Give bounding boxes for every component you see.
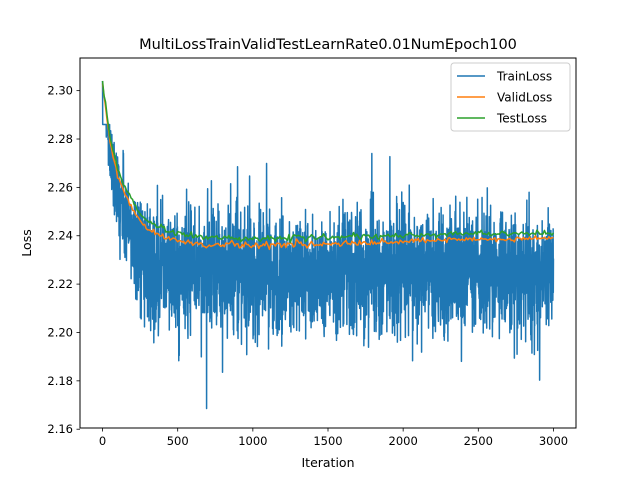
chart-title: MultiLossTrainValidTestLearnRate0.01NumE… (139, 37, 517, 53)
legend-label-testloss: TestLoss (496, 112, 547, 126)
y-tick-label: 2.18 (47, 374, 73, 388)
y-tick-label: 2.28 (47, 132, 73, 146)
x-tick-label: 0 (99, 434, 106, 448)
y-tick-label: 2.22 (47, 277, 73, 291)
y-tick-label: 2.30 (47, 84, 73, 98)
x-axis-label: Iteration (301, 455, 354, 470)
x-axis: 0 500 1000 1500 2000 2500 3000 (99, 428, 568, 448)
y-axis: 2.16 2.18 2.20 2.22 2.24 2.26 2.28 2.30 (47, 84, 80, 436)
y-tick-label: 2.24 (47, 229, 73, 243)
y-tick-label: 2.16 (47, 422, 73, 436)
series-validloss-line (101, 83, 554, 251)
x-tick-label: 3000 (539, 434, 568, 448)
x-tick-label: 2500 (464, 434, 493, 448)
x-tick-label: 1000 (238, 434, 267, 448)
x-tick-label: 500 (167, 434, 189, 448)
series-testloss-line (101, 80, 555, 244)
series-layer (101, 80, 555, 410)
y-tick-label: 2.20 (47, 325, 73, 339)
legend-label-trainloss: TrainLoss (496, 70, 552, 84)
legend-box (450, 62, 571, 132)
y-axis-label: Loss (19, 229, 34, 256)
y-tick-label: 2.26 (47, 180, 73, 194)
x-tick-label: 2000 (389, 434, 418, 448)
legend: TrainLoss ValidLoss TestLoss (450, 62, 571, 132)
legend-label-validloss: ValidLoss (497, 91, 552, 105)
series-trainloss-line (101, 80, 555, 410)
x-tick-label: 1500 (313, 434, 342, 448)
